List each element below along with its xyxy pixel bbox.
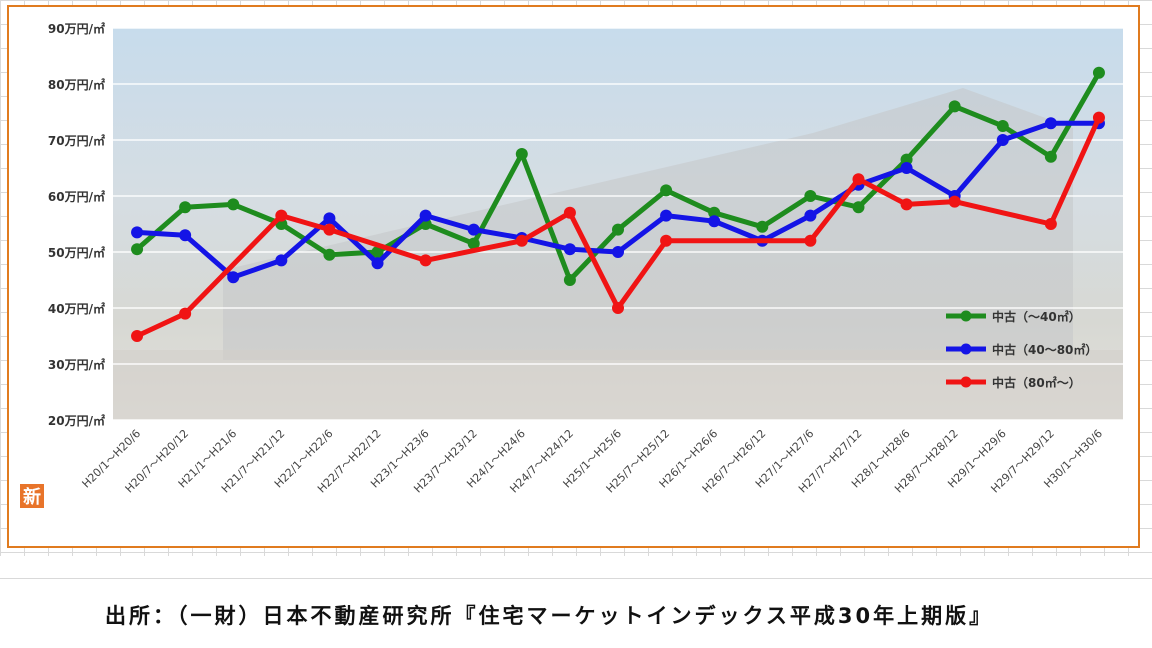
- data-point: [948, 195, 961, 208]
- data-point: [227, 271, 240, 284]
- data-point: [563, 243, 576, 256]
- data-point: [371, 257, 384, 270]
- data-point: [179, 307, 192, 320]
- data-point: [900, 162, 913, 174]
- data-point: [131, 243, 144, 256]
- legend-label: 中古（～40㎡）: [992, 309, 1081, 324]
- backdrop-ground-shape: [113, 350, 1123, 420]
- legend-swatch-marker: [960, 376, 972, 388]
- y-tick-label: 30万円/㎡: [48, 357, 105, 372]
- y-tick-label: 20万円/㎡: [48, 413, 105, 428]
- data-point: [563, 206, 576, 219]
- data-point: [275, 254, 288, 267]
- data-point: [323, 248, 336, 261]
- data-point: [467, 237, 480, 250]
- data-point: [756, 220, 769, 233]
- legend-label: 中古（80㎡～）: [992, 375, 1081, 390]
- legend-swatch-marker: [960, 310, 972, 322]
- y-tick-label: 60万円/㎡: [48, 189, 105, 204]
- data-point: [371, 246, 384, 258]
- y-tick-label: 40万円/㎡: [48, 301, 105, 316]
- data-point: [660, 184, 673, 197]
- data-point: [996, 120, 1009, 132]
- data-point: [1092, 111, 1105, 124]
- data-point: [515, 148, 528, 160]
- data-point: [275, 209, 288, 222]
- data-point: [660, 209, 673, 222]
- data-point: [563, 274, 576, 286]
- data-point: [900, 198, 913, 211]
- data-point: [1044, 150, 1057, 163]
- data-point: [708, 206, 721, 219]
- data-point: [804, 209, 817, 222]
- y-tick-label: 50万円/㎡: [48, 245, 105, 260]
- data-point: [227, 198, 240, 211]
- data-point: [708, 215, 721, 228]
- data-point: [948, 100, 961, 113]
- y-tick-label: 90万円/㎡: [48, 21, 105, 36]
- data-point: [323, 223, 336, 236]
- line-chart: 20万円/㎡ 30万円/㎡ 40万円/㎡ 50万円/㎡ 60万円/㎡ 70万円/㎡ 80万円…: [48, 21, 1123, 495]
- data-point: [996, 134, 1009, 146]
- legend-label: 中古（40～80㎡）: [992, 342, 1097, 357]
- data-point: [515, 234, 528, 247]
- logo-badge: 新: [20, 484, 44, 508]
- sheet-bottom-area: [0, 556, 1152, 648]
- data-point: [804, 190, 817, 202]
- data-point: [419, 209, 432, 222]
- data-point: [804, 234, 817, 247]
- data-point: [131, 330, 144, 342]
- source-citation: 出所：（一財）日本不動産研究所『住宅マーケットインデックス平成30年上期版』: [105, 604, 994, 628]
- data-point: [1044, 218, 1057, 230]
- data-point: [612, 223, 624, 236]
- data-point: [900, 153, 913, 166]
- data-point: [1044, 117, 1057, 130]
- legend-swatch-marker: [960, 343, 972, 355]
- y-tick-label: 70万円/㎡: [48, 133, 105, 148]
- data-point: [131, 226, 144, 239]
- sheet-row-line: [0, 578, 1152, 579]
- data-point: [419, 254, 432, 267]
- data-point: [612, 246, 624, 258]
- data-point: [852, 173, 865, 186]
- data-point: [467, 223, 480, 236]
- data-point: [660, 234, 673, 247]
- data-point: [179, 229, 192, 242]
- data-point: [179, 201, 192, 214]
- data-point: [1092, 66, 1105, 79]
- backdrop-building-shape: [223, 88, 1073, 360]
- y-tick-label: 80万円/㎡: [48, 77, 105, 92]
- data-point: [323, 212, 336, 225]
- data-point: [852, 201, 865, 214]
- data-point: [612, 302, 624, 314]
